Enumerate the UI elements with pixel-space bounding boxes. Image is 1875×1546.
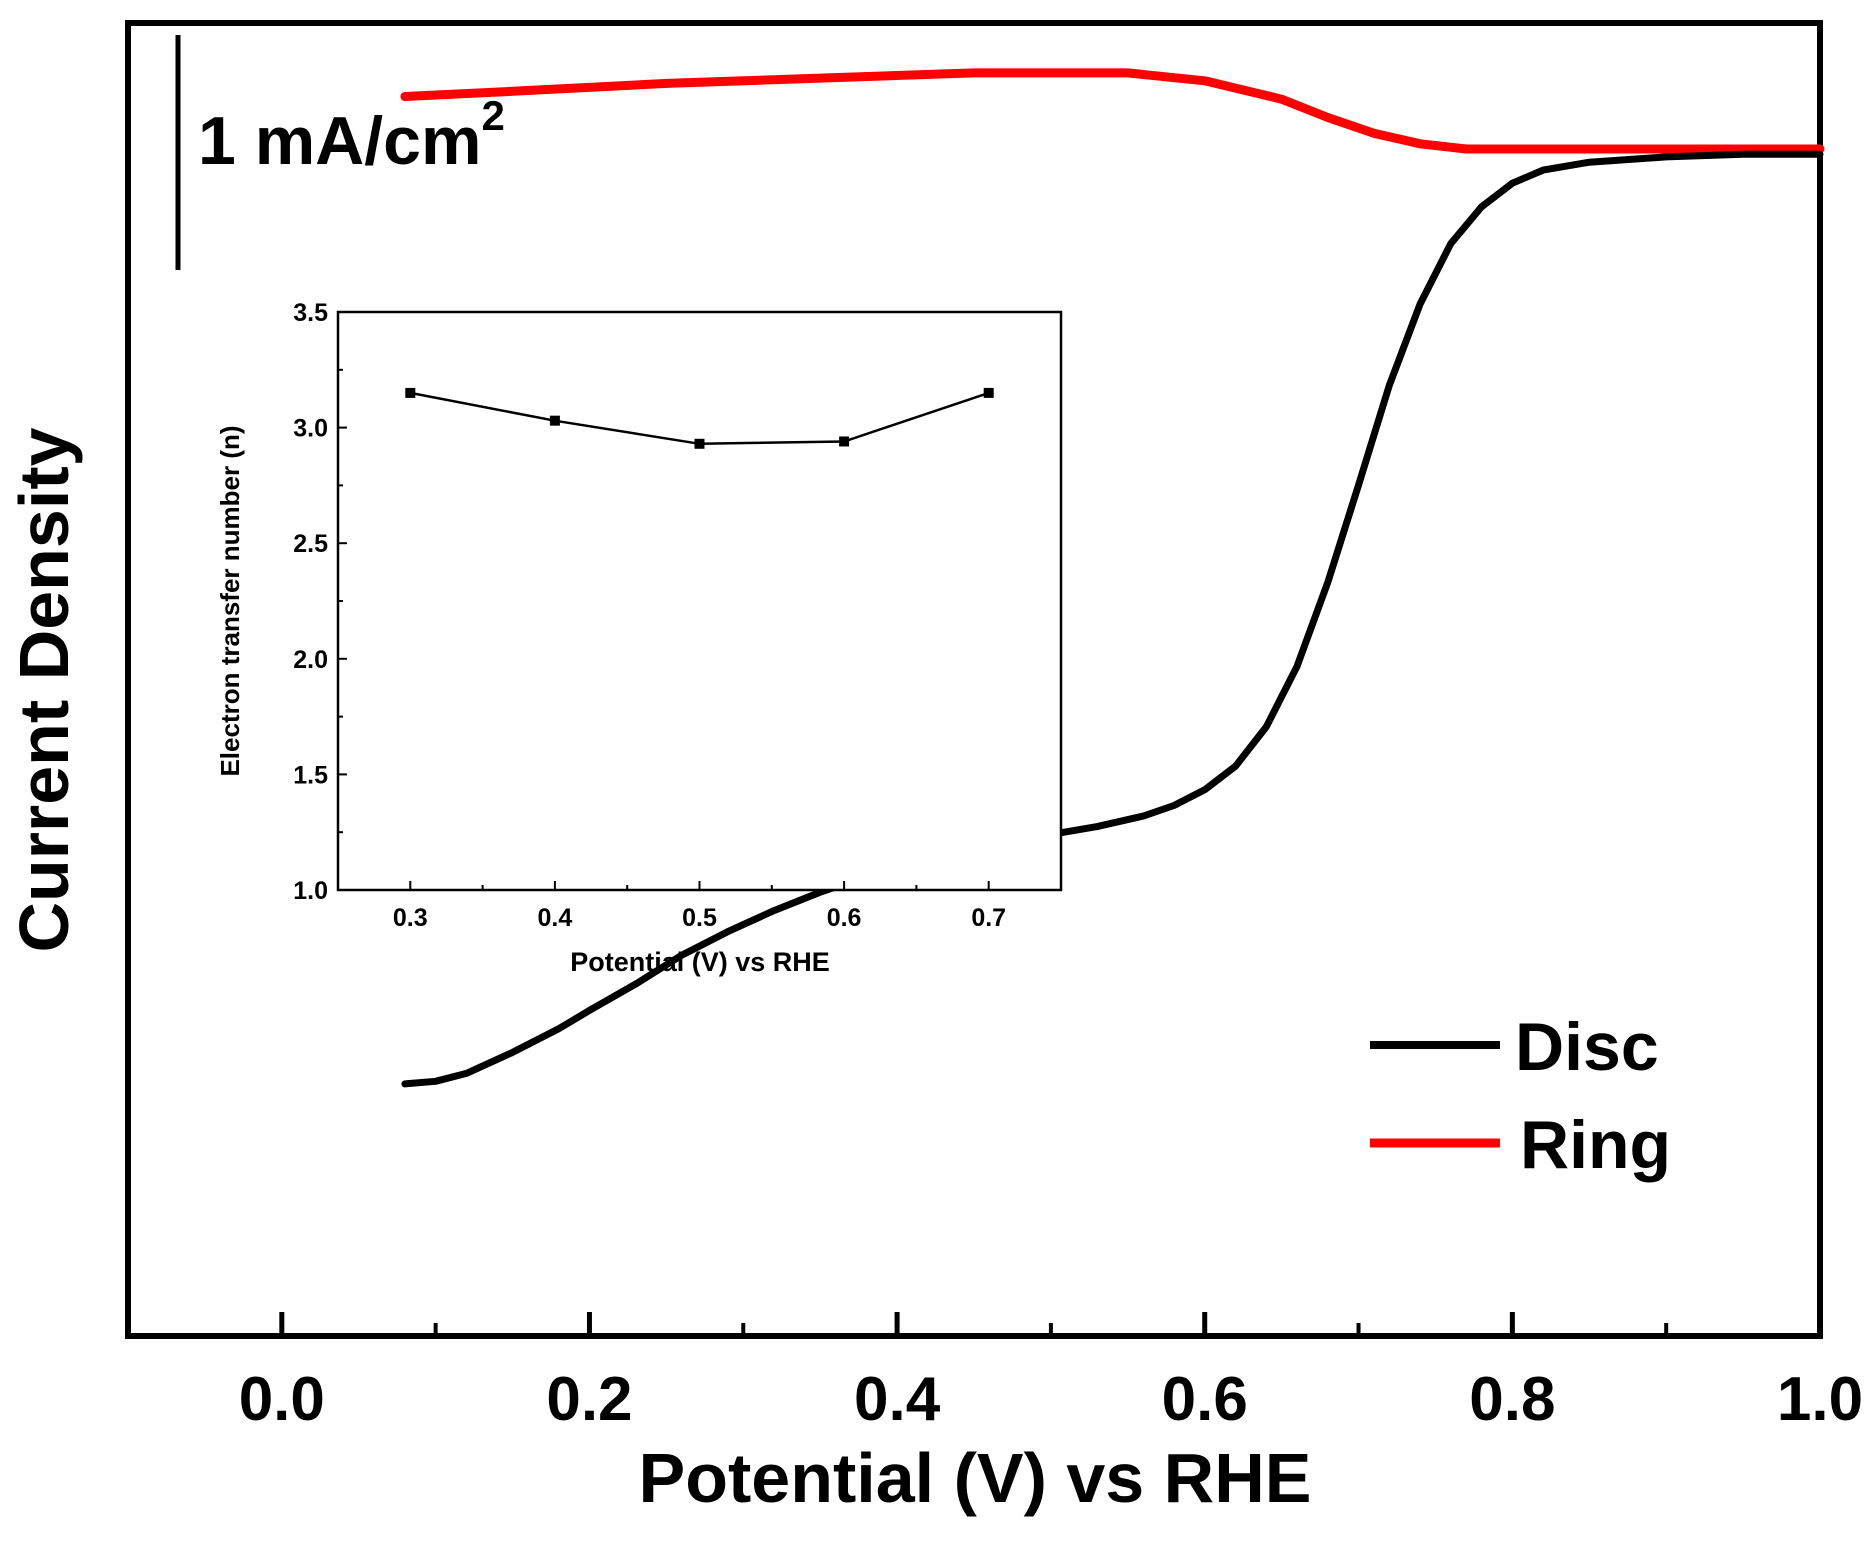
main-x-tick-label: 0.8 xyxy=(1469,1365,1555,1434)
legend-disc-label: Disc xyxy=(1515,1009,1659,1085)
legend-ring-label: Ring xyxy=(1520,1107,1671,1183)
main-x-tick-label: 0.0 xyxy=(239,1365,325,1434)
legend: Disc Ring xyxy=(1370,1009,1671,1183)
ring-series-line xyxy=(400,68,1825,154)
inset-x-tick-label: 0.3 xyxy=(393,904,428,932)
inset-x-tick-label: 0.6 xyxy=(827,904,862,932)
inset-plot-frame xyxy=(336,310,1063,892)
inset-data-point xyxy=(983,387,994,398)
inset-y-tick-label: 2.0 xyxy=(293,646,328,674)
inset-y-tick-label: 3.0 xyxy=(293,415,328,443)
inset-x-tick-label: 0.4 xyxy=(538,904,573,932)
inset-y-tick-labels: 1.0 1.5 2.0 2.5 3.0 3.5 xyxy=(293,299,328,905)
inset-x-tick-labels: 0.3 0.4 0.5 0.6 0.7 xyxy=(393,904,1006,932)
inset-data-point xyxy=(839,436,850,447)
scale-bar-label: 1 mA/cm2 xyxy=(198,92,505,179)
disc-series-line xyxy=(401,150,1824,1088)
inset-y-tick-label: 2.5 xyxy=(293,530,328,558)
main-x-tick-label: 0.4 xyxy=(854,1365,941,1434)
main-x-tick-label: 0.6 xyxy=(1162,1365,1248,1434)
main-x-axis-label: Potential (V) vs RHE xyxy=(639,1439,1312,1517)
inset-y-tick-label: 3.5 xyxy=(293,299,328,327)
main-plot-frame xyxy=(125,20,1823,1339)
main-x-ticks xyxy=(279,1312,1823,1336)
inset-x-tick-label: 0.7 xyxy=(971,904,1006,932)
scale-bar-superscript: 2 xyxy=(481,92,504,139)
inset-y-axis-label: Electron transfer number (n) xyxy=(215,425,245,776)
scale-bar-unit: 1 mA/cm xyxy=(198,103,481,179)
inset-markers xyxy=(405,387,994,449)
main-x-tick-labels: 0.0 0.2 0.4 0.6 0.8 1.0 xyxy=(239,1365,1863,1434)
main-y-axis-label: Current Density xyxy=(5,427,83,952)
inset-x-axis-label: Potential (V) vs RHE xyxy=(570,947,830,977)
inset-data-point xyxy=(405,387,416,398)
inset-y-tick-label: 1.0 xyxy=(293,877,328,905)
inset-data-point xyxy=(694,438,705,449)
main-x-tick-label: 1.0 xyxy=(1777,1365,1863,1434)
inset-x-tick-label: 0.5 xyxy=(682,904,717,932)
inset-y-tick-label: 1.5 xyxy=(293,761,328,789)
main-x-tick-label: 0.2 xyxy=(546,1365,632,1434)
inset-data-point xyxy=(549,415,560,426)
